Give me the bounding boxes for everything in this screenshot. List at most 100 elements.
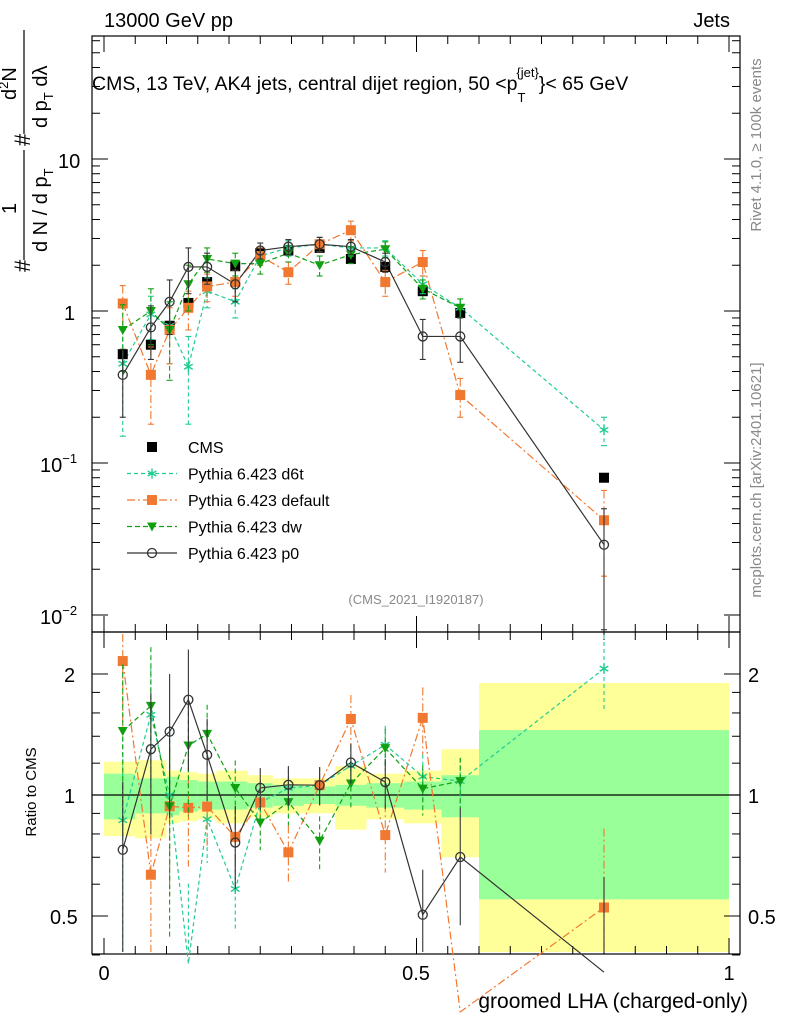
data-point-pythia-6-423-p0 (455, 331, 466, 342)
svg-text:#: # (10, 259, 35, 272)
ytick-label-10: 10 (58, 151, 80, 173)
data-point-pythia-6-423-p0 (164, 296, 175, 307)
ytick-label-0.01: 10−2 (40, 603, 77, 629)
legend-label: CMS (188, 440, 224, 457)
ratio-ytick-right-1: 1 (748, 786, 759, 808)
svg-text:1: 1 (0, 203, 21, 214)
data-point-pythia-6-423-p0 (314, 239, 325, 250)
data-point-pythia-6-423-dw (314, 261, 325, 271)
data-point-pythia-6-423-default (145, 369, 156, 380)
ratio-line-1 (122, 668, 605, 964)
legend-marker (147, 468, 157, 479)
data-point-pythia-6-423-p0 (283, 241, 294, 252)
ratio-point-pythia-6-423-dw (314, 836, 325, 846)
legend-label: Pythia 6.423 d6t (188, 467, 304, 484)
data-point-pythia-6-423-p0 (255, 245, 266, 256)
ratio-point-pythia-6-423-p0 (145, 744, 157, 755)
main-title: CMS, 13 TeV, AK4 jets, central dijet reg… (92, 65, 628, 105)
svg-text:d N / d pT: d N / d pT (30, 168, 56, 252)
data-point-pythia-6-423-default (202, 281, 213, 292)
ratio-point-pythia-6-423-p0 (314, 780, 325, 791)
ratio-ytick-2: 2 (64, 665, 75, 687)
axis-ticks (92, 36, 740, 956)
data-point-pythia-6-423-p0 (345, 241, 357, 252)
legend-label: Pythia 6.423 default (188, 493, 330, 510)
header-left: 13000 GeV pp (104, 10, 233, 32)
data-point-pythia-6-423-default (345, 225, 356, 236)
svg-text:d pT dλ: d pT dλ (30, 66, 56, 128)
ratio-ytick-1: 1 (64, 786, 75, 808)
ratio-ytick-0.5: 0.5 (50, 907, 78, 929)
data-point-pythia-6-423-p0 (183, 261, 194, 273)
ratio-point-pythia-6-423-default (117, 656, 128, 667)
ratio-point-pythia-6-423-default (202, 801, 213, 812)
ratio-uncertainty-bands (104, 682, 729, 952)
ratio-point-pythia-6-423-p0 (455, 851, 466, 863)
ratio-point-pythia-6-423-p0 (164, 726, 175, 737)
data-point-cms (599, 472, 609, 483)
ratio-point-pythia-6-423-dw (380, 744, 391, 754)
ratio-point-pythia-6-423-d6t (599, 663, 609, 674)
ratio-point-pythia-6-423-default (417, 712, 428, 723)
data-point-pythia-6-423-default (417, 257, 428, 268)
data-point-pythia-6-423-default (117, 298, 128, 309)
ratio-point-pythia-6-423-p0 (283, 779, 294, 790)
data-point-pythia-6-423-d6t (599, 424, 609, 435)
ratio-ytick-right-2: 2 (748, 665, 759, 687)
data-point-pythia-6-423-p0 (145, 322, 157, 333)
legend-marker (147, 522, 157, 532)
data-point-pythia-6-423-dw (455, 303, 466, 313)
ytick-label-1: 1 (64, 303, 75, 325)
data-point-pythia-6-423-p0 (417, 331, 428, 342)
x-axis-label: groomed LHA (charged-only) (478, 990, 748, 1013)
main-plot-frame (91, 35, 741, 633)
ratio-point-pythia-6-423-p0 (417, 909, 428, 920)
ratio-point-pythia-6-423-default (345, 713, 356, 724)
ratio-ylabel: Ratio to CMS (23, 747, 40, 836)
ratio-point-pythia-6-423-p0 (255, 782, 266, 794)
ratio-point-pythia-6-423-dw (417, 784, 428, 794)
ratio-point-pythia-6-423-p0 (117, 844, 128, 855)
ratio-ytick-right-0.5: 0.5 (748, 907, 776, 929)
legend: CMS Pythia 6.423 d6t Pythia 6.423 default P… (127, 440, 330, 563)
ratio-point-pythia-6-423-dw (345, 779, 356, 789)
ratio-line-4 (122, 698, 605, 973)
main-ylabel: # 1 d N / d pT # d2N d pT dλ (0, 30, 56, 272)
mcplots-label: mcplots.cern.ch [arXiv:2401.10621] (748, 362, 765, 597)
data-point-pythia-6-423-default (455, 390, 466, 401)
data-point-pythia-6-423-dw (255, 259, 266, 269)
ratio-point-pythia-6-423-p0 (380, 776, 391, 788)
reference-label: (CMS_2021_I1920187) (348, 592, 483, 607)
rivet-label: Rivet 4.1.0, ≥ 100k events (748, 58, 765, 231)
ratio-point-pythia-6-423-dw (230, 784, 241, 794)
xtick-label-0.5: 0.5 (402, 963, 430, 985)
band-stat-0 (104, 773, 136, 820)
data-point-pythia-6-423-default (380, 277, 391, 288)
ratio-point-pythia-6-423-dw (117, 727, 128, 737)
data-point-pythia-6-423-p0 (117, 369, 128, 381)
data-point-pythia-6-423-p0 (380, 256, 391, 268)
ratio-point-pythia-6-423-p0 (230, 837, 241, 848)
band-stat-13 (479, 730, 729, 900)
data-point-pythia-6-423-p0 (230, 279, 241, 290)
data-point-pythia-6-423-dw (380, 245, 391, 255)
legend-label: Pythia 6.423 p0 (188, 546, 299, 563)
xtick-label-1: 1 (723, 963, 734, 985)
ratio-point-pythia-6-423-p0 (183, 694, 194, 705)
legend-marker (147, 495, 157, 505)
data-point-pythia-6-423-d6t (183, 361, 194, 372)
ratio-point-pythia-6-423-p0 (201, 749, 213, 761)
xtick-label-0: 0 (98, 963, 109, 985)
ratio-point-pythia-6-423-default (380, 830, 391, 841)
ratio-point-pythia-6-423-dw (455, 777, 466, 787)
legend-marker (147, 442, 157, 452)
data-point-pythia-6-423-dw (230, 259, 241, 269)
ratio-point-pythia-6-423-p0 (345, 757, 357, 768)
data-point-pythia-6-423-dw (417, 284, 428, 294)
data-point-pythia-6-423-dw (117, 325, 128, 335)
ratio-point-pythia-6-423-dw (255, 818, 266, 828)
series-line-3 (122, 248, 461, 332)
legend-marker (146, 547, 158, 559)
svg-text:d2N: d2N (0, 67, 21, 100)
